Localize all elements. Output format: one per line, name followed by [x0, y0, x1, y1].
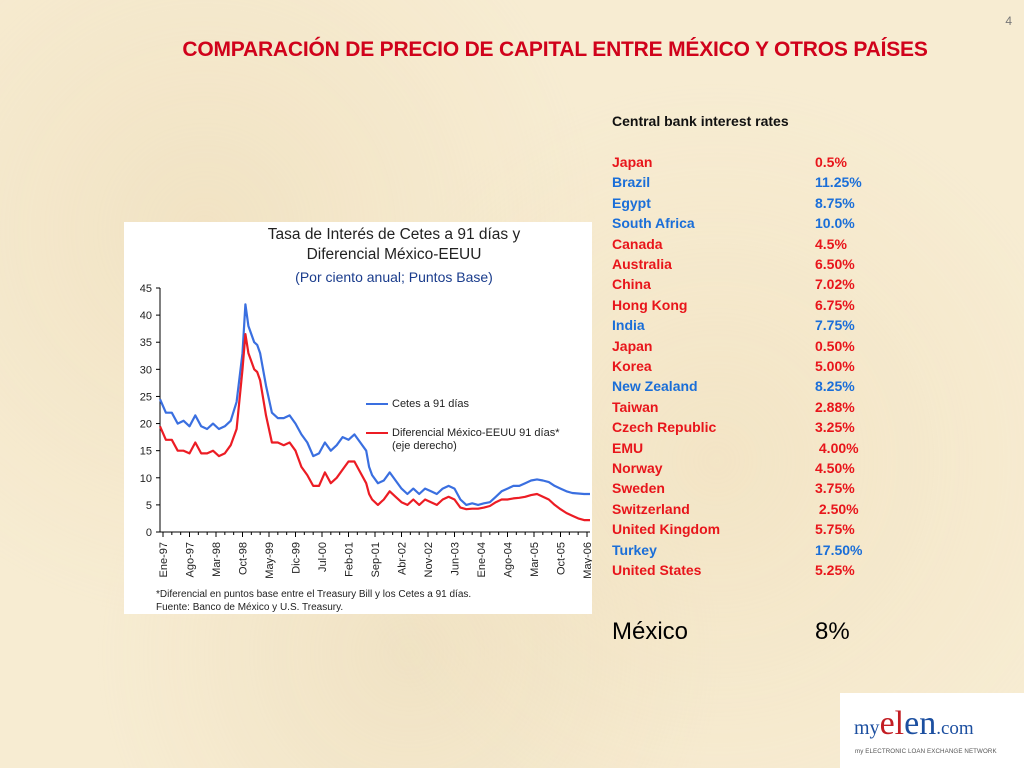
rate-country: Canada: [612, 235, 663, 252]
logo-tagline: my ELECTRONIC LOAN EXCHANGE NETWORK: [855, 748, 997, 755]
rate-value: 5.00%: [815, 358, 855, 374]
y-tick-label: 20: [140, 419, 152, 431]
x-tick-label: Sep-01: [370, 542, 382, 577]
rate-value: 3.75%: [815, 480, 855, 497]
x-tick-label: Oct-98: [238, 542, 250, 575]
rate-value: 3.25%: [815, 419, 855, 436]
series-line-cetes: [158, 303, 590, 506]
rate-country: Japan: [612, 154, 653, 170]
legend-swatch-cetes: [366, 403, 388, 405]
rate-country: Turkey: [612, 541, 657, 558]
y-tick-label: 30: [140, 364, 152, 376]
y-tick-label: 15: [140, 446, 152, 458]
x-tick-label: Jun-03: [450, 542, 462, 576]
rate-value: 8.75%: [815, 194, 855, 211]
rate-value: 6.75%: [815, 296, 855, 313]
line-chart: 0 5 10 15 20 25 30 35 40 45 Ene-97 Ago-97 Mar-98 Oct-…: [140, 283, 592, 579]
x-tick-label: Mar-05: [529, 542, 541, 577]
rate-country: Czech Republic: [612, 419, 717, 436]
slide-number: 4: [1005, 14, 1012, 28]
rate-country: United Kingdom: [612, 521, 721, 538]
myelen-logo: myelen.com my ELECTRONIC LOAN EXCHANGE N…: [840, 693, 1024, 768]
y-tick-label: 0: [146, 527, 152, 539]
mexico-rate: 8%: [815, 618, 850, 645]
slide-title: COMPARACIÓN DE PRECIO DE CAPITAL ENTRE M…: [182, 38, 928, 61]
legend-swatch-diferencial: [366, 432, 388, 434]
y-tick-label: 5: [146, 500, 152, 512]
x-tick-label: Abr-02: [397, 542, 409, 575]
logo-my: my: [854, 717, 880, 739]
y-tick-label: 35: [140, 337, 152, 349]
rate-value: 4.50%: [815, 460, 855, 476]
rate-country: EMU: [612, 439, 644, 456]
x-tick-label: Jul-00: [317, 542, 329, 572]
rate-value: 2.88%: [815, 398, 855, 415]
rate-country: India: [612, 317, 645, 334]
rate-value: 4.00%: [815, 439, 859, 456]
rate-value: 17.50%: [815, 541, 863, 558]
y-tick-label: 40: [140, 310, 152, 322]
chart-subtitle: (Por ciento anual; Puntos Base): [295, 269, 493, 285]
rate-country: Sweden: [612, 480, 665, 497]
rate-country: Australia: [612, 256, 672, 272]
x-tick-label: Mar-98: [211, 542, 223, 577]
logo-wordmark: myelen.com: [854, 705, 974, 743]
legend-label-diferencial-axis: (eje derecho): [392, 440, 457, 452]
x-tick-label: Dic-99: [291, 542, 303, 574]
y-tick-label: 10: [140, 473, 152, 485]
mexico-country: México: [612, 618, 689, 645]
x-tick-label: Ago-04: [503, 542, 515, 577]
legend-label-cetes: Cetes a 91 días: [392, 398, 470, 410]
x-tick-label: Ago-97: [185, 542, 197, 577]
chart-footnote: *Diferencial en puntos base entre el Tre…: [156, 589, 472, 600]
chart-title-line2: Diferencial México-EEUU: [306, 246, 482, 263]
x-tick-label: Ene-97: [158, 542, 170, 577]
chart-panel: Tasa de Interés de Cetes a 91 días y Dif…: [124, 222, 592, 614]
series-line-diferencial: [158, 333, 590, 522]
rate-value: 0.50%: [815, 337, 855, 354]
x-tick-label: Oct-05: [556, 542, 568, 575]
y-tick-label: 45: [140, 283, 152, 295]
rate-value: 2.50%: [815, 500, 859, 517]
chart-source: Fuente: Banco de México y U.S. Treasury.: [156, 602, 344, 613]
rate-country: United States: [612, 562, 702, 578]
rate-value: 7.02%: [815, 276, 855, 293]
rate-country: Brazil: [612, 174, 651, 191]
x-tick-label: Ene-04: [476, 542, 488, 577]
rate-value: 5.75%: [815, 521, 855, 538]
rate-value: 7.75%: [815, 317, 855, 334]
rate-value: 0.5%: [815, 154, 847, 170]
chart-title: Tasa de Interés de Cetes a 91 días y: [267, 226, 521, 243]
logo-dotcom: .com: [936, 718, 974, 739]
x-tick-label: May-06: [582, 542, 592, 579]
rate-country: Norway: [612, 460, 663, 476]
rate-country: South Africa: [612, 215, 695, 232]
rate-country: Korea: [612, 358, 652, 374]
rate-value: 10.0%: [815, 215, 855, 232]
rates-title: Central bank interest rates: [612, 113, 789, 129]
rate-country: Taiwan: [612, 398, 659, 415]
logo-el: el: [879, 705, 905, 742]
rate-country: Japan: [612, 337, 653, 354]
x-tick-label: May-99: [264, 542, 276, 579]
rate-country: Switzerland: [612, 500, 690, 517]
rate-country: China: [612, 276, 651, 293]
rate-value: 5.25%: [815, 562, 855, 578]
rate-country: New Zealand: [612, 378, 698, 395]
rate-country: Egypt: [612, 194, 651, 211]
logo-en: en: [904, 705, 937, 742]
rate-value: 6.50%: [815, 256, 855, 272]
rate-value: 8.25%: [815, 378, 855, 395]
x-tick-label: Feb-01: [344, 542, 356, 577]
rate-country: Hong Kong: [612, 296, 688, 313]
x-tick-label: Nov-02: [423, 542, 435, 577]
rate-value: 11.25%: [815, 174, 862, 191]
y-tick-label: 25: [140, 391, 152, 403]
rate-value: 4.5%: [815, 235, 847, 252]
legend-label-diferencial: Diferencial México-EEUU 91 días*: [392, 427, 560, 439]
